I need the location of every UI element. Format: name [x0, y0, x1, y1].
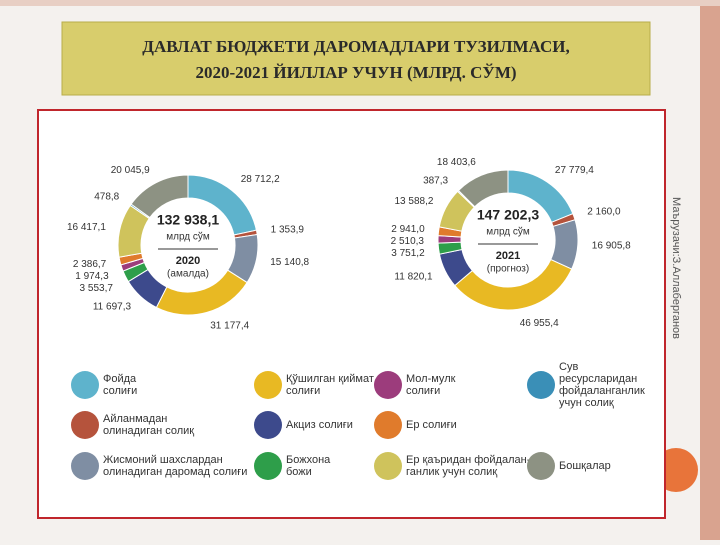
legend-label: Айланмадан — [103, 413, 167, 425]
data-label: 2 510,3 — [391, 236, 425, 247]
legend-icon — [527, 371, 555, 399]
legend-label: Ер солиғи — [406, 419, 457, 431]
data-label: 15 140,8 — [270, 257, 309, 268]
legend-label: ресурсларидан — [559, 373, 637, 385]
legend-label: учун солиқ — [559, 397, 614, 409]
center-note: (прогноз) — [487, 264, 529, 275]
data-label: 478,8 — [94, 191, 119, 202]
data-label: 20 045,9 — [111, 165, 150, 176]
center-unit: млрд сўм — [166, 231, 210, 243]
slide-title: ДАВЛАТ БЮДЖЕТИ ДАРОМАДЛАРИ ТУЗИЛМАСИ, — [142, 37, 569, 56]
legend-icon — [254, 371, 282, 399]
data-label: 3 553,7 — [80, 283, 114, 294]
legend-icon — [374, 452, 402, 480]
center-value: 147 202,3 — [477, 207, 539, 223]
legend-icon — [71, 411, 99, 439]
center-value: 132 938,1 — [157, 212, 219, 228]
legend-label: Қўшилган қиймат — [286, 373, 374, 385]
donut-segment — [457, 169, 509, 208]
data-label: 31 177,4 — [210, 321, 249, 332]
legend-label: божи — [286, 466, 312, 478]
legend-label: Бошқалар — [559, 460, 611, 472]
legend-label: Акциз солиғи — [286, 419, 353, 431]
legend-label: Жисмоний шахслардан — [103, 454, 223, 466]
legend-label: Мол-мулк — [406, 373, 456, 385]
content: 28 712,2 1 353,9 15 140,8 31 177,4 11 697,3 3… — [67, 157, 645, 480]
legend-icon — [374, 411, 402, 439]
legend-label: Ер қаъридан фойдалан- — [406, 454, 531, 466]
slide-title: 2020-2021 ЙИЛЛАР УЧУН (МЛРД. СЎМ) — [195, 63, 516, 82]
center-note: (амалда) — [167, 269, 209, 280]
data-label: 18 403,6 — [437, 157, 476, 168]
legend-icon — [527, 452, 555, 480]
legend-icon — [374, 371, 402, 399]
title-box — [61, 21, 651, 96]
legend-label: Божхона — [286, 454, 331, 466]
legend-label: Сув — [559, 361, 578, 373]
center-year: 2020 — [176, 255, 200, 267]
legend-label: солиғи — [406, 385, 440, 397]
donut-segment — [130, 174, 189, 219]
data-label: 2 941,0 — [391, 224, 425, 235]
donut-center — [142, 199, 234, 291]
data-label: 46 955,4 — [520, 318, 559, 329]
top-band — [0, 0, 720, 6]
data-label: 2 386,7 — [73, 259, 107, 270]
data-label: 27 779,4 — [555, 165, 594, 176]
chart-frame — [37, 109, 666, 519]
legend-label: фойдаланганлик — [559, 385, 645, 397]
legend-icon — [254, 411, 282, 439]
legend-label: Фойда — [103, 373, 137, 385]
legend-icon — [71, 371, 99, 399]
legend-icon — [71, 452, 99, 480]
data-label: 13 588,2 — [395, 196, 434, 207]
data-label: 1 974,3 — [75, 271, 109, 282]
side-band — [700, 0, 720, 540]
data-label: 11 820,1 — [394, 272, 433, 283]
donut-center — [462, 194, 554, 286]
data-label: 16 905,8 — [592, 240, 631, 251]
legend-label: солиғи — [286, 385, 320, 397]
legend-label: ганлик учун солиқ — [406, 466, 497, 478]
data-label: 16 417,1 — [67, 222, 106, 233]
legend-label: олинадиган солиқ — [103, 425, 194, 437]
data-label: 3 751,2 — [391, 248, 425, 259]
data-label: 11 697,3 — [93, 301, 132, 312]
center-unit: млрд сўм — [486, 226, 530, 238]
legend-icon — [254, 452, 282, 480]
legend-label: солиғи — [103, 385, 137, 397]
data-label: 2 160,0 — [587, 207, 621, 218]
data-label: 28 712,2 — [241, 174, 280, 185]
data-label: 387,3 — [423, 176, 448, 187]
data-label: 1 353,9 — [271, 224, 305, 235]
center-year: 2021 — [496, 250, 520, 262]
author: Маърузачи:З.Аллаберганов — [670, 197, 682, 339]
legend-label: олинадиган даромад солиғи — [103, 466, 247, 478]
